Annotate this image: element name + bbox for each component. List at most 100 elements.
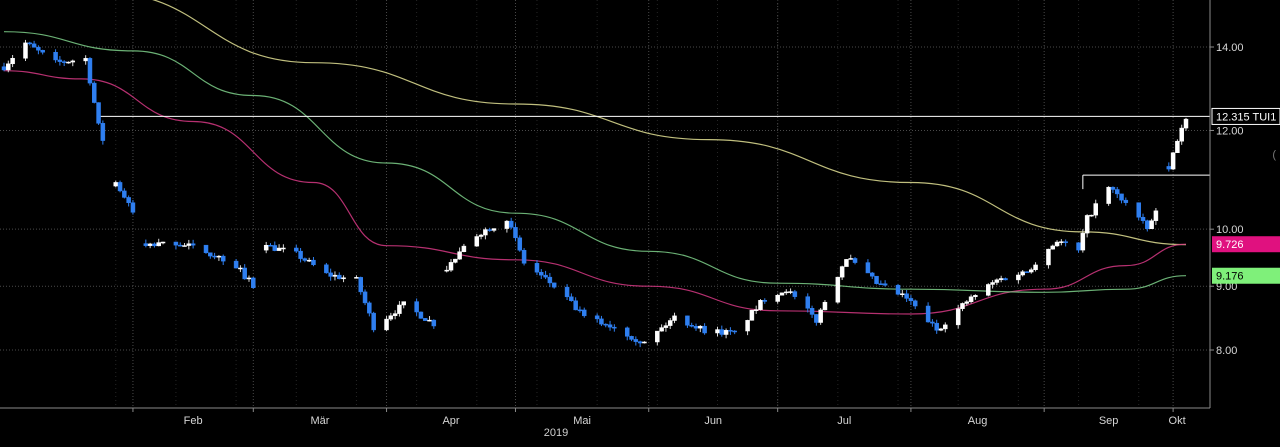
candle bbox=[642, 341, 647, 344]
candle bbox=[762, 298, 768, 304]
candle bbox=[715, 326, 720, 337]
candle-body bbox=[113, 182, 119, 187]
candle bbox=[689, 322, 694, 328]
candle bbox=[152, 242, 157, 248]
candle-body bbox=[685, 315, 690, 326]
candle bbox=[582, 307, 587, 318]
candle bbox=[208, 252, 213, 259]
candle-body bbox=[547, 276, 553, 284]
candle-body bbox=[216, 255, 222, 258]
candle bbox=[955, 304, 961, 329]
candle bbox=[126, 195, 131, 207]
candle bbox=[693, 323, 699, 331]
candle bbox=[251, 276, 256, 289]
candle bbox=[904, 289, 909, 302]
axes: 2019 bbox=[0, 0, 1211, 439]
candle bbox=[624, 326, 630, 341]
candle bbox=[1145, 219, 1150, 232]
candle bbox=[943, 322, 948, 333]
y-tick-label: 12.00 bbox=[1216, 125, 1244, 137]
candle-body bbox=[521, 249, 527, 264]
candle bbox=[1059, 239, 1064, 246]
candle-body bbox=[341, 277, 346, 280]
candle bbox=[973, 294, 978, 300]
candle-body bbox=[1059, 241, 1064, 243]
candle bbox=[453, 258, 458, 264]
candle bbox=[753, 305, 759, 314]
candle bbox=[865, 259, 871, 274]
candle bbox=[543, 270, 548, 280]
candle-body bbox=[130, 202, 136, 213]
candle-body bbox=[268, 245, 273, 247]
candle-body bbox=[973, 295, 978, 298]
candle bbox=[1166, 162, 1172, 172]
candle-body bbox=[1046, 248, 1051, 266]
candle bbox=[775, 293, 780, 304]
candle-body bbox=[302, 258, 308, 261]
candle bbox=[659, 324, 664, 332]
candle-body bbox=[397, 304, 402, 314]
candle-body bbox=[1119, 193, 1124, 201]
candle bbox=[835, 276, 841, 304]
moving-averages bbox=[3, 0, 1187, 315]
candle bbox=[40, 49, 45, 55]
price-badge-bg bbox=[1211, 107, 1280, 125]
candle-body bbox=[1170, 152, 1176, 170]
price-badges: 12.315 TUI1 9.726 9.176 bbox=[1211, 107, 1280, 284]
ma-mid-line bbox=[3, 31, 1187, 293]
candle-body bbox=[878, 283, 884, 285]
candle bbox=[177, 242, 183, 247]
candle bbox=[1170, 151, 1176, 171]
candle-body bbox=[474, 236, 480, 247]
candle bbox=[698, 325, 703, 333]
candle-body bbox=[328, 272, 333, 277]
candle bbox=[328, 268, 333, 281]
candle bbox=[212, 252, 217, 260]
candle bbox=[792, 289, 798, 300]
candle bbox=[1054, 240, 1060, 247]
candle bbox=[612, 324, 617, 332]
candle-body bbox=[848, 258, 853, 260]
candle-body bbox=[242, 267, 247, 280]
candle bbox=[220, 254, 226, 266]
candle-body bbox=[324, 264, 329, 274]
candle-body bbox=[246, 277, 252, 280]
y-tick-label: 9.00 bbox=[1216, 281, 1237, 293]
candle-body bbox=[1076, 242, 1081, 251]
candle-body bbox=[53, 51, 58, 61]
candle-body bbox=[57, 59, 63, 62]
candle-body bbox=[904, 293, 909, 299]
candle bbox=[960, 302, 965, 312]
candle-body bbox=[453, 258, 458, 263]
candle bbox=[276, 244, 282, 251]
gridlines bbox=[0, 0, 1214, 412]
candle bbox=[1093, 199, 1098, 219]
candle-body bbox=[487, 229, 492, 231]
candle-body bbox=[779, 292, 785, 296]
candle-body bbox=[1110, 186, 1116, 190]
candle-body bbox=[461, 245, 467, 252]
candle-body bbox=[27, 42, 33, 45]
candle bbox=[1106, 186, 1111, 206]
candle bbox=[779, 292, 785, 296]
candle-body bbox=[418, 311, 424, 319]
candle-body bbox=[311, 259, 316, 266]
ma-long-line bbox=[151, 0, 1187, 246]
candle-body bbox=[208, 252, 213, 257]
candle-body bbox=[1084, 215, 1090, 234]
candle bbox=[1024, 271, 1030, 273]
candle-body bbox=[448, 262, 454, 271]
candle bbox=[594, 313, 600, 323]
candle-body bbox=[238, 267, 243, 270]
candle-body bbox=[388, 315, 394, 320]
tick-labels: 14.00 12.00 10.00 9.00 8.00 Feb Mär Apr Mai Jun Ju… bbox=[184, 42, 1244, 427]
candle-body bbox=[869, 272, 875, 277]
candle-body bbox=[882, 283, 888, 286]
candle bbox=[908, 295, 914, 305]
candle-body bbox=[92, 82, 97, 103]
candle bbox=[388, 312, 394, 321]
candle bbox=[160, 241, 166, 245]
candle-body bbox=[1029, 269, 1034, 273]
candle bbox=[6, 60, 11, 73]
